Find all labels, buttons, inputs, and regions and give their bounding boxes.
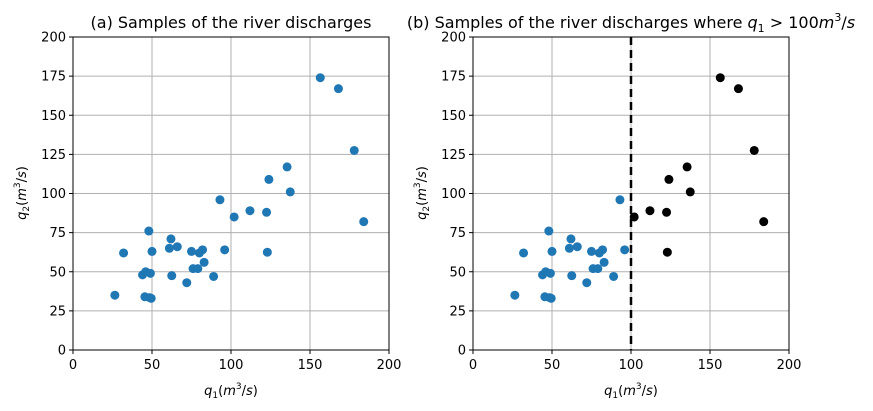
- panel-a-title: (a) Samples of the river discharges: [91, 13, 372, 32]
- panel-b-point-series-0: [564, 243, 574, 253]
- panel-a-point: [144, 226, 154, 236]
- panel-b-point-series-0: [519, 248, 529, 258]
- panel-a-point: [282, 162, 292, 172]
- panel-a-xtick-label: 100: [219, 358, 244, 373]
- panel-a-point: [315, 73, 325, 83]
- panel-b-point-series-0: [572, 242, 582, 252]
- panel-b-point-series-1: [682, 162, 692, 172]
- panel-a-point: [349, 145, 359, 155]
- panel-b-ytick-label: 125: [441, 148, 466, 163]
- panel-a-ytick-label: 150: [41, 109, 66, 124]
- panel-a-xtick-label: 150: [298, 358, 323, 373]
- panel-a-point: [215, 195, 225, 205]
- panel-a-point: [245, 206, 255, 216]
- panel-a-ytick-label: 0: [58, 344, 66, 359]
- panel-b-point-series-0: [544, 226, 554, 236]
- panel-a-ytick-label: 50: [49, 265, 66, 280]
- panel-a-points: [110, 73, 369, 303]
- panel-a-xtick-label: 200: [377, 358, 402, 373]
- panel-b-point-series-0: [567, 271, 577, 281]
- panel-a-point: [229, 212, 239, 222]
- panel-a-ytick-label: 175: [41, 70, 66, 85]
- panel-a-xlabel: q1(m3/s): [204, 382, 258, 401]
- panel-b-xtick-label: 200: [777, 358, 802, 373]
- panel-b-point-series-0: [609, 271, 619, 281]
- panel-b-ytick-label: 75: [449, 226, 466, 241]
- panel-b-point-series-1: [662, 207, 672, 217]
- panel-a-point: [262, 207, 272, 217]
- panel-a-point: [187, 246, 196, 256]
- panel-a-point: [198, 245, 208, 255]
- panel-b-ylabel: q2(m3/s): [413, 166, 432, 220]
- panel-a-point: [209, 271, 219, 281]
- panel-b-point-series-1: [733, 84, 743, 94]
- panel-b-point-series-0: [593, 264, 603, 274]
- panel-b-point-series-0: [615, 195, 625, 205]
- panel-a-point: [359, 217, 369, 227]
- panel-b-point-series-0: [547, 246, 557, 256]
- panel-b-point-series-1: [645, 206, 655, 216]
- panel-b-xtick-label: 150: [698, 358, 723, 373]
- panel-b-point-series-1: [749, 145, 759, 155]
- panel-b-xtick-label: 100: [619, 358, 644, 373]
- panel-a-point: [166, 234, 176, 244]
- panel-b-point-series-1: [685, 187, 695, 197]
- panel-b-point-series-1: [759, 217, 769, 227]
- panel-b-ytick-label: 50: [449, 265, 466, 280]
- panel-a-point: [172, 242, 182, 252]
- panel-a-point: [333, 84, 343, 94]
- panel-a-point: [264, 174, 274, 184]
- panel-b: (b) Samples of the river discharges wher…: [407, 11, 855, 401]
- panel-b-point-series-0: [566, 234, 576, 244]
- panel-b-ticks: 0 50 100 150 200 0 25 50 75 100 125 150 175 200: [441, 31, 801, 374]
- panel-a-point: [110, 290, 120, 300]
- panel-a-ytick-label: 75: [49, 226, 66, 241]
- panel-b-points: [510, 73, 769, 303]
- panel-b-point-series-1: [715, 73, 725, 83]
- panel-b-xtick-label: 0: [469, 358, 477, 373]
- panel-b-xlabel: q1(m3/s): [604, 382, 658, 401]
- panel-b-ytick-label: 150: [441, 109, 466, 124]
- panel-a-point: [285, 187, 295, 197]
- panel-a-ytick-label: 125: [41, 148, 66, 163]
- panel-a-xtick-label: 0: [69, 358, 77, 373]
- panel-a-grid: [72, 36, 390, 351]
- panel-b-title: (b) Samples of the river discharges wher…: [407, 11, 855, 35]
- panel-a-point: [145, 268, 155, 278]
- panel-b-ytick-label: 200: [441, 31, 466, 46]
- panel-b-ytick-label: 25: [449, 304, 466, 319]
- panel-a-point: [262, 247, 272, 257]
- panel-b-point-series-0: [582, 278, 592, 288]
- panel-b-point-series-1: [662, 247, 672, 257]
- panel-a-point: [199, 257, 209, 267]
- panel-b-xtick-label: 50: [544, 358, 561, 373]
- panel-a-point: [182, 278, 192, 288]
- panel-a-point: [167, 271, 177, 281]
- panel-b-ytick-label: 100: [441, 187, 466, 202]
- panel-a-ytick-label: 200: [41, 31, 66, 46]
- panel-b-point-series-0: [620, 245, 630, 255]
- panel-a-ticks: 0 50 100 150 200 0 25 50 75 100 125 150 175 200: [41, 31, 401, 374]
- panel-a-ytick-label: 25: [49, 304, 66, 319]
- panel-a: (a) Samples of the river discharges 0 50 1…: [13, 13, 401, 401]
- panel-b-point-series-0: [545, 268, 555, 278]
- panel-b-point-series-0: [510, 290, 520, 300]
- panel-a-ytick-label: 100: [41, 187, 66, 202]
- panel-b-point-series-0: [546, 293, 556, 303]
- panel-b-ytick-label: 175: [441, 70, 466, 85]
- panel-a-point: [119, 248, 129, 258]
- panel-b-point-series-0: [599, 257, 609, 267]
- panel-a-point: [164, 243, 174, 253]
- panel-b-point-series-0: [587, 246, 596, 256]
- panel-a-point: [193, 264, 203, 274]
- panel-b-ytick-label: 0: [458, 344, 466, 359]
- panel-a-point: [147, 246, 157, 256]
- panel-b-point-series-1: [664, 174, 674, 184]
- panel-b-point-series-0: [598, 245, 608, 255]
- panel-a-ylabel: q2(m3/s): [13, 166, 32, 220]
- panel-a-point: [220, 245, 230, 255]
- panel-a-xtick-label: 50: [144, 358, 161, 373]
- panel-a-point: [146, 293, 156, 303]
